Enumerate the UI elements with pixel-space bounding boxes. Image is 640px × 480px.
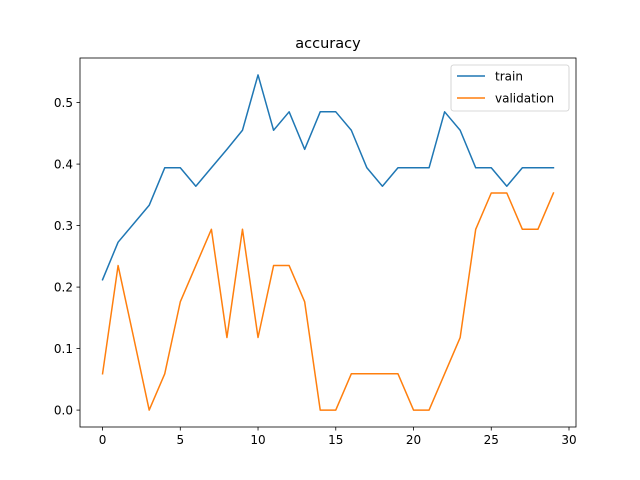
y-tick-label: 0.2 — [54, 280, 73, 294]
y-tick-label: 0.5 — [54, 96, 73, 110]
y-tick-label: 0.0 — [54, 403, 73, 417]
x-tick-label: 20 — [406, 433, 421, 447]
legend-label-validation: validation — [495, 91, 554, 105]
x-tick-label: 15 — [328, 433, 343, 447]
x-tick-label: 10 — [250, 433, 265, 447]
y-tick-label: 0.4 — [54, 157, 73, 171]
y-tick-label: 0.3 — [54, 219, 73, 233]
x-tick-label: 30 — [561, 433, 576, 447]
legend-label-train: train — [495, 69, 523, 83]
series-line-validation — [101, 192, 555, 411]
x-tick-label: 0 — [99, 433, 107, 447]
x-tick-label: 25 — [484, 433, 499, 447]
x-tick-label: 5 — [176, 433, 184, 447]
plot-area: 0 5 10 15 20 25 30 0.0 0.1 0.2 0.3 0.4 0.5 train valid… — [54, 57, 577, 447]
series-line-train — [101, 74, 555, 281]
y-tick-label: 0.1 — [54, 342, 73, 356]
axes-frame — [79, 57, 577, 428]
chart-title: accuracy — [295, 36, 361, 52]
